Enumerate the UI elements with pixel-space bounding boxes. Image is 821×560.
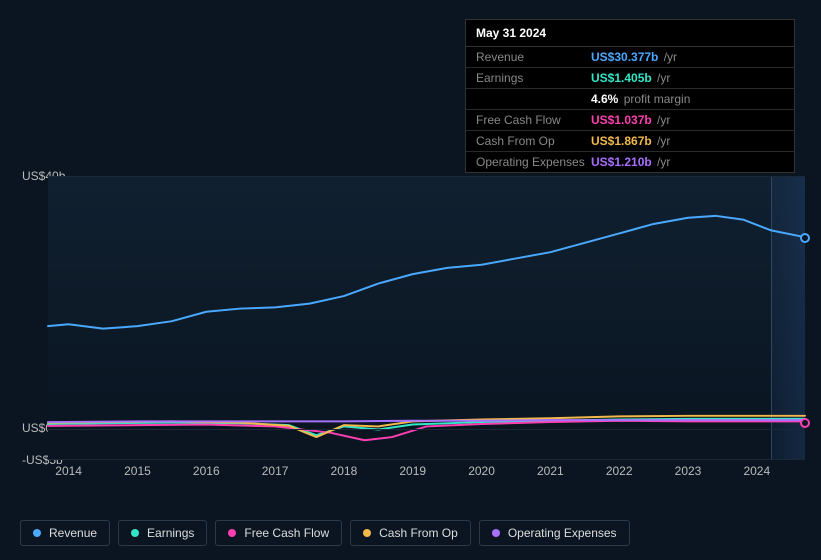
legend-item-operating-expenses[interactable]: Operating Expenses [479, 520, 630, 546]
tooltip-row-label [476, 92, 591, 106]
tooltip-row-unit: /yr [654, 113, 671, 127]
legend-label: Operating Expenses [508, 526, 617, 540]
tooltip-row-label: Earnings [476, 71, 591, 85]
plot-area[interactable] [48, 176, 805, 460]
tooltip-row: Cash From OpUS$1.867b /yr [466, 131, 794, 152]
legend-label: Earnings [147, 526, 194, 540]
legend-dot-icon [131, 529, 139, 537]
end-marker [800, 233, 810, 243]
legend-label: Free Cash Flow [244, 526, 329, 540]
legend-item-earnings[interactable]: Earnings [118, 520, 207, 546]
x-tick-label: 2016 [193, 464, 220, 478]
tooltip-row-unit: /yr [660, 50, 677, 64]
x-tick-label: 2020 [468, 464, 495, 478]
tooltip-row-label: Revenue [476, 50, 591, 64]
legend-label: Cash From Op [379, 526, 458, 540]
tooltip-row-pct-label: profit margin [620, 92, 690, 106]
legend-dot-icon [33, 529, 41, 537]
x-tick-label: 2023 [675, 464, 702, 478]
x-tick-label: 2024 [743, 464, 770, 478]
x-tick-label: 2015 [124, 464, 151, 478]
tooltip-date: May 31 2024 [466, 20, 794, 47]
legend-dot-icon [363, 529, 371, 537]
x-axis-labels: 2014 2015 2016 2017 2018 2019 2020 2021 2022 2023… [48, 464, 805, 480]
tooltip-row: EarningsUS$1.405b /yr [466, 68, 794, 89]
tooltip-row: Free Cash FlowUS$1.037b /yr [466, 110, 794, 131]
legend-label: Revenue [49, 526, 97, 540]
tooltip-row-value: US$1.405b [591, 71, 652, 85]
legend-dot-icon [492, 529, 500, 537]
tooltip-row-value: US$1.037b [591, 113, 652, 127]
chart-legend: Revenue Earnings Free Cash Flow Cash From O… [20, 520, 630, 546]
x-tick-label: 2014 [55, 464, 82, 478]
tooltip-row-label: Cash From Op [476, 134, 591, 148]
tooltip-rows: RevenueUS$30.377b /yrEarningsUS$1.405b /… [466, 47, 794, 172]
series-line-revenue [48, 216, 805, 329]
x-tick-label: 2018 [331, 464, 358, 478]
tooltip-row: RevenueUS$30.377b /yr [466, 47, 794, 68]
tooltip-row-pct: 4.6% [591, 92, 618, 106]
legend-item-cash-from-op[interactable]: Cash From Op [350, 520, 471, 546]
tooltip-row-label: Free Cash Flow [476, 113, 591, 127]
x-tick-label: 2022 [606, 464, 633, 478]
tooltip-row-unit: /yr [654, 71, 671, 85]
tooltip-row-value: US$1.867b [591, 134, 652, 148]
end-marker [800, 418, 810, 428]
legend-item-free-cash-flow[interactable]: Free Cash Flow [215, 520, 342, 546]
tooltip-row-unit: /yr [654, 134, 671, 148]
tooltip-row-value: US$30.377b [591, 50, 658, 64]
legend-item-revenue[interactable]: Revenue [20, 520, 110, 546]
x-tick-label: 2017 [262, 464, 289, 478]
chart-tooltip: May 31 2024 RevenueUS$30.377b /yrEarning… [465, 19, 795, 173]
financials-chart: US$40bUS$0-US$5b 20142015201620172018201… [16, 160, 805, 510]
tooltip-row: 4.6% profit margin [466, 89, 794, 110]
gridline-zero [48, 429, 805, 430]
legend-dot-icon [228, 529, 236, 537]
x-tick-label: 2021 [537, 464, 564, 478]
plot-svg [48, 177, 805, 459]
x-tick-label: 2019 [399, 464, 426, 478]
